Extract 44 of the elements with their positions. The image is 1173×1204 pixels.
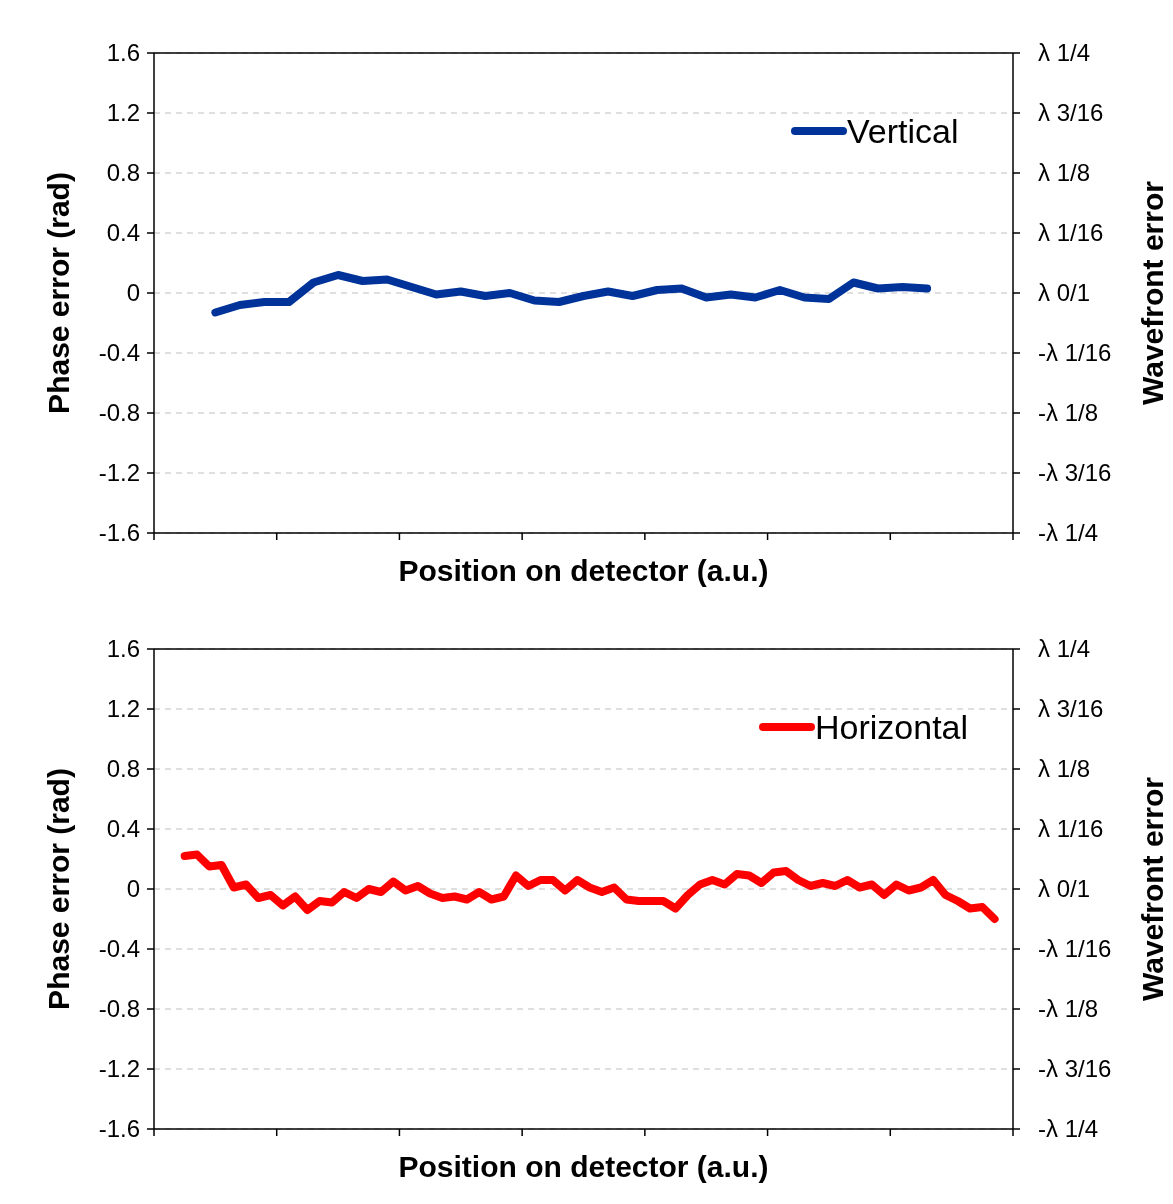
category-label: -λ 1/4 — [1038, 1115, 1099, 1143]
y-tick-label: -0.8 — [98, 399, 140, 427]
y-tick-label: -1.6 — [98, 519, 140, 547]
category-label: -λ 3/16 — [1038, 459, 1112, 487]
y-tick-label: -0.8 — [98, 995, 140, 1023]
x-axis-title: Position on detector (a.u.) — [398, 554, 769, 587]
y-tick-label: 1.2 — [106, 99, 140, 127]
category-label: -λ 1/16 — [1038, 339, 1112, 367]
y-tick-label: 0.8 — [106, 755, 140, 783]
y-tick-label: 1.6 — [106, 39, 140, 67]
y-tick-label: -1.2 — [98, 1055, 140, 1083]
category-label: λ 0/1 — [1038, 279, 1091, 307]
legend-label: Vertical — [847, 111, 959, 150]
y-tick-label: -1.2 — [98, 459, 140, 487]
y-tick-label: 0.4 — [106, 219, 140, 247]
category-label: λ 1/16 — [1038, 219, 1104, 247]
category-label: λ 1/8 — [1038, 755, 1091, 783]
category-label: λ 3/16 — [1038, 695, 1104, 723]
category-label: λ 1/16 — [1038, 815, 1104, 843]
y-tick-label: 0.8 — [106, 159, 140, 187]
y-tick-label: 1.6 — [106, 635, 140, 663]
category-label: -λ 1/16 — [1038, 935, 1112, 963]
x-axis-title: Position on detector (a.u.) — [398, 1150, 769, 1183]
legend-label: Horizontal — [815, 707, 969, 746]
y-tick-label: -1.6 — [98, 1115, 140, 1143]
category-label: λ 1/4 — [1038, 635, 1091, 663]
category-label: -λ 1/4 — [1038, 519, 1099, 547]
y-tick-label: 1.2 — [106, 695, 140, 723]
category-label: λ 1/8 — [1038, 159, 1091, 187]
y-tick-label: -0.4 — [98, 935, 140, 963]
category-label: λ 3/16 — [1038, 99, 1104, 127]
y2-axis-title: Wavefront error — [1136, 776, 1169, 1001]
category-label: -λ 3/16 — [1038, 1055, 1112, 1083]
category-label: -λ 1/8 — [1038, 399, 1099, 427]
y-tick-label: 0 — [126, 279, 140, 307]
y-axis-title: Phase error (rad) — [42, 172, 75, 414]
y-tick-label: 0.4 — [106, 815, 140, 843]
y2-axis-title: Wavefront error — [1136, 180, 1169, 405]
y-axis-title: Phase error (rad) — [42, 768, 75, 1010]
y-tick-label: 0 — [126, 875, 140, 903]
category-label: λ 1/4 — [1038, 39, 1091, 67]
category-label: λ 0/1 — [1038, 875, 1091, 903]
category-label: -λ 1/8 — [1038, 995, 1099, 1023]
y-tick-label: -0.4 — [98, 339, 140, 367]
